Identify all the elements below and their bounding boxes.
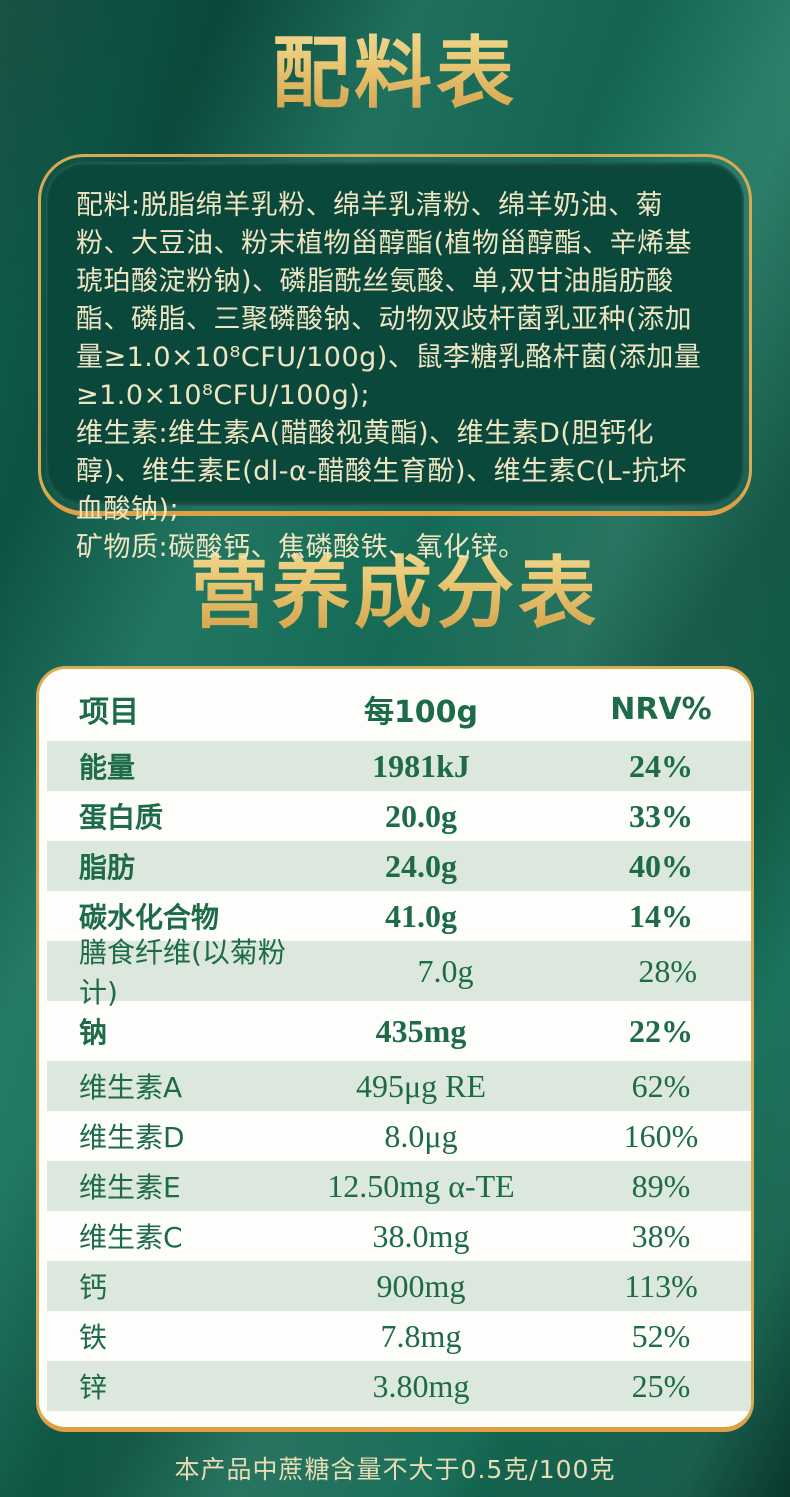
table-row: 维生素C 38.0mg 38%	[39, 1211, 751, 1261]
nutrient-amount: 7.0g	[417, 952, 474, 989]
nutrient-name: 蛋白质	[79, 801, 164, 835]
nutrient-nrv: 25%	[631, 1367, 691, 1404]
nutrient-nrv: 22%	[629, 1012, 693, 1049]
nutrient-nrv: 62%	[631, 1067, 691, 1104]
table-row: 脂肪 24.0g 40%	[39, 841, 751, 892]
table-row: 铁 7.8mg 52%	[39, 1311, 751, 1361]
nutrient-nrv: 38%	[631, 1217, 691, 1254]
nutrient-amount: 38.0mg	[372, 1217, 470, 1254]
nutrient-amount: 41.0g	[385, 897, 457, 934]
table-row: 维生素A 495μg RE 62%	[39, 1061, 751, 1112]
nutrient-nrv: 52%	[631, 1317, 691, 1354]
column-header-nrv: NRV%	[610, 691, 712, 727]
nutrient-nrv: 33%	[629, 797, 693, 834]
nutrient-name: 能量	[79, 751, 136, 785]
ingredients-paragraph-vitamins: 维生素:维生素A(醋酸视黄酯)、维生素D(胆钙化醇)、维生素E(dl-α-醋酸生…	[76, 418, 687, 526]
sucrose-footnote: 本产品中蔗糖含量不大于0.5克/100克	[174, 1455, 616, 1485]
table-row: 维生素E 12.50mg α-TE 89%	[39, 1161, 751, 1212]
nutrient-nrv: 89%	[631, 1167, 691, 1204]
ingredients-paragraph-main: 配料:脱脂绵羊乳粉、绵羊乳清粉、绵羊奶油、菊粉、大豆油、粉末植物甾醇酯(植物甾醇…	[76, 190, 702, 412]
nutrient-name: 碳水化合物	[79, 901, 220, 935]
nutrient-nrv: 40%	[629, 847, 693, 884]
nutrient-amount: 900mg	[376, 1267, 466, 1304]
nutrient-name: 维生素E	[79, 1171, 181, 1205]
nutrient-amount: 7.8mg	[380, 1317, 462, 1354]
table-row: 维生素D 8.0μg 160%	[39, 1111, 751, 1161]
table-row: 钙 900mg 113%	[39, 1261, 751, 1312]
ingredients-title: 配料表	[0, 0, 790, 120]
nutrient-amount: 12.50mg α-TE	[327, 1167, 515, 1204]
table-row: 碳水化合物 41.0g 14%	[39, 891, 751, 941]
nutrition-table: 项目 每100g NRV% 能量 1981kJ 24% 蛋白质 20.0g 33% 脂肪 24…	[36, 666, 754, 1433]
nutrient-nrv: 28%	[638, 952, 697, 989]
table-row: 锌 3.80mg 25%	[39, 1361, 751, 1412]
column-header-item: 项目	[79, 695, 139, 731]
nutrient-name: 维生素A	[79, 1071, 183, 1105]
ingredients-panel: 配料:脱脂绵羊乳粉、绵羊乳清粉、绵羊奶油、菊粉、大豆油、粉末植物甾醇酯(植物甾醇…	[38, 154, 752, 563]
nutrition-title: 营养成分表	[0, 516, 790, 640]
nutrient-nrv: 24%	[629, 747, 693, 784]
ingredients-paragraph-minerals: 矿物质:碳酸钙、焦磷酸铁、氧化锌。	[76, 529, 714, 567]
nutrient-name: 膳食纤维(以菊粉计)	[79, 936, 286, 1010]
table-row: 钠 435mg 22%	[39, 1001, 751, 1061]
nutrient-nrv: 14%	[629, 897, 693, 934]
nutrient-name: 维生素C	[79, 1221, 183, 1255]
table-row: 能量 1981kJ 24%	[39, 741, 751, 792]
nutrient-amount: 24.0g	[385, 847, 457, 884]
nutrient-name: 钠	[79, 1016, 108, 1050]
nutrient-amount: 3.80mg	[372, 1367, 470, 1404]
nutrient-nrv: 160%	[623, 1117, 699, 1154]
ingredients-panel-inner: 配料:脱脂绵羊乳粉、绵羊乳清粉、绵羊奶油、菊粉、大豆油、粉末植物甾醇酯(植物甾醇…	[46, 162, 744, 563]
nutrient-amount: 495μg RE	[355, 1067, 487, 1104]
nutrient-amount: 435mg	[375, 1012, 467, 1049]
nutrient-amount: 1981kJ	[372, 747, 470, 784]
nutrient-amount: 20.0g	[385, 797, 457, 834]
table-row: 膳食纤维(以菊粉计) 7.0g 28%	[39, 936, 751, 1009]
nutrient-name: 锌	[79, 1371, 108, 1405]
table-row: 蛋白质 20.0g 33%	[39, 791, 751, 841]
nutrient-name: 脂肪	[79, 851, 136, 885]
column-header-per100g: 每100g	[363, 695, 479, 731]
nutrient-nrv: 113%	[624, 1267, 698, 1304]
nutrient-name: 维生素D	[79, 1121, 185, 1155]
nutrient-amount: 8.0μg	[384, 1117, 458, 1154]
nutrient-name: 钙	[79, 1271, 108, 1305]
table-rows: 能量 1981kJ 24% 蛋白质 20.0g 33% 脂肪 24.0g 40% 碳水化合物 41.…	[39, 741, 751, 1412]
nutrient-name: 铁	[79, 1321, 108, 1355]
table-header-row: 项目 每100g NRV%	[39, 677, 751, 741]
